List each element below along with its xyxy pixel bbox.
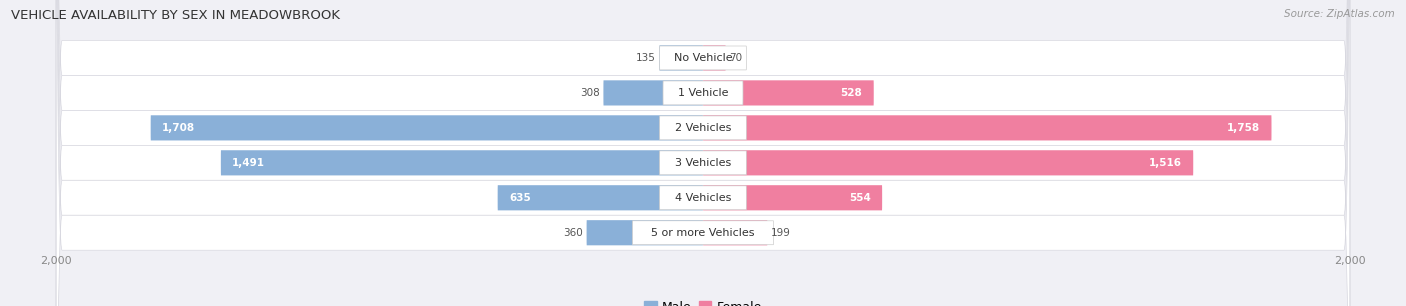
FancyBboxPatch shape: [659, 151, 747, 175]
FancyBboxPatch shape: [659, 116, 747, 140]
Text: Source: ZipAtlas.com: Source: ZipAtlas.com: [1284, 9, 1395, 19]
FancyBboxPatch shape: [56, 0, 1350, 306]
Text: 3 Vehicles: 3 Vehicles: [675, 158, 731, 168]
FancyBboxPatch shape: [56, 0, 1350, 306]
Text: 5 or more Vehicles: 5 or more Vehicles: [651, 228, 755, 238]
Text: 1,491: 1,491: [232, 158, 266, 168]
FancyBboxPatch shape: [659, 45, 703, 71]
Text: 1,516: 1,516: [1149, 158, 1182, 168]
FancyBboxPatch shape: [703, 220, 768, 245]
Text: No Vehicle: No Vehicle: [673, 53, 733, 63]
Text: 199: 199: [772, 228, 792, 238]
FancyBboxPatch shape: [586, 220, 703, 245]
FancyBboxPatch shape: [56, 0, 1350, 306]
FancyBboxPatch shape: [498, 185, 703, 210]
Legend: Male, Female: Male, Female: [640, 296, 766, 306]
FancyBboxPatch shape: [703, 150, 1194, 175]
FancyBboxPatch shape: [633, 221, 773, 245]
Text: 4 Vehicles: 4 Vehicles: [675, 193, 731, 203]
FancyBboxPatch shape: [664, 81, 742, 105]
Text: 360: 360: [562, 228, 582, 238]
FancyBboxPatch shape: [659, 46, 747, 70]
FancyBboxPatch shape: [150, 115, 703, 140]
FancyBboxPatch shape: [56, 0, 1350, 306]
FancyBboxPatch shape: [703, 115, 1271, 140]
Text: 1 Vehicle: 1 Vehicle: [678, 88, 728, 98]
FancyBboxPatch shape: [703, 80, 873, 106]
FancyBboxPatch shape: [56, 0, 1350, 306]
Text: 308: 308: [579, 88, 599, 98]
FancyBboxPatch shape: [56, 0, 1350, 306]
FancyBboxPatch shape: [221, 150, 703, 175]
FancyBboxPatch shape: [703, 185, 882, 210]
Text: 2 Vehicles: 2 Vehicles: [675, 123, 731, 133]
Text: VEHICLE AVAILABILITY BY SEX IN MEADOWBROOK: VEHICLE AVAILABILITY BY SEX IN MEADOWBRO…: [11, 9, 340, 22]
Text: 70: 70: [730, 53, 742, 63]
Text: 554: 554: [849, 193, 870, 203]
FancyBboxPatch shape: [659, 186, 747, 210]
Text: 1,758: 1,758: [1227, 123, 1260, 133]
Text: 1,708: 1,708: [162, 123, 195, 133]
FancyBboxPatch shape: [703, 45, 725, 71]
Text: 528: 528: [841, 88, 862, 98]
Text: 635: 635: [509, 193, 530, 203]
FancyBboxPatch shape: [603, 80, 703, 106]
Text: 135: 135: [636, 53, 655, 63]
